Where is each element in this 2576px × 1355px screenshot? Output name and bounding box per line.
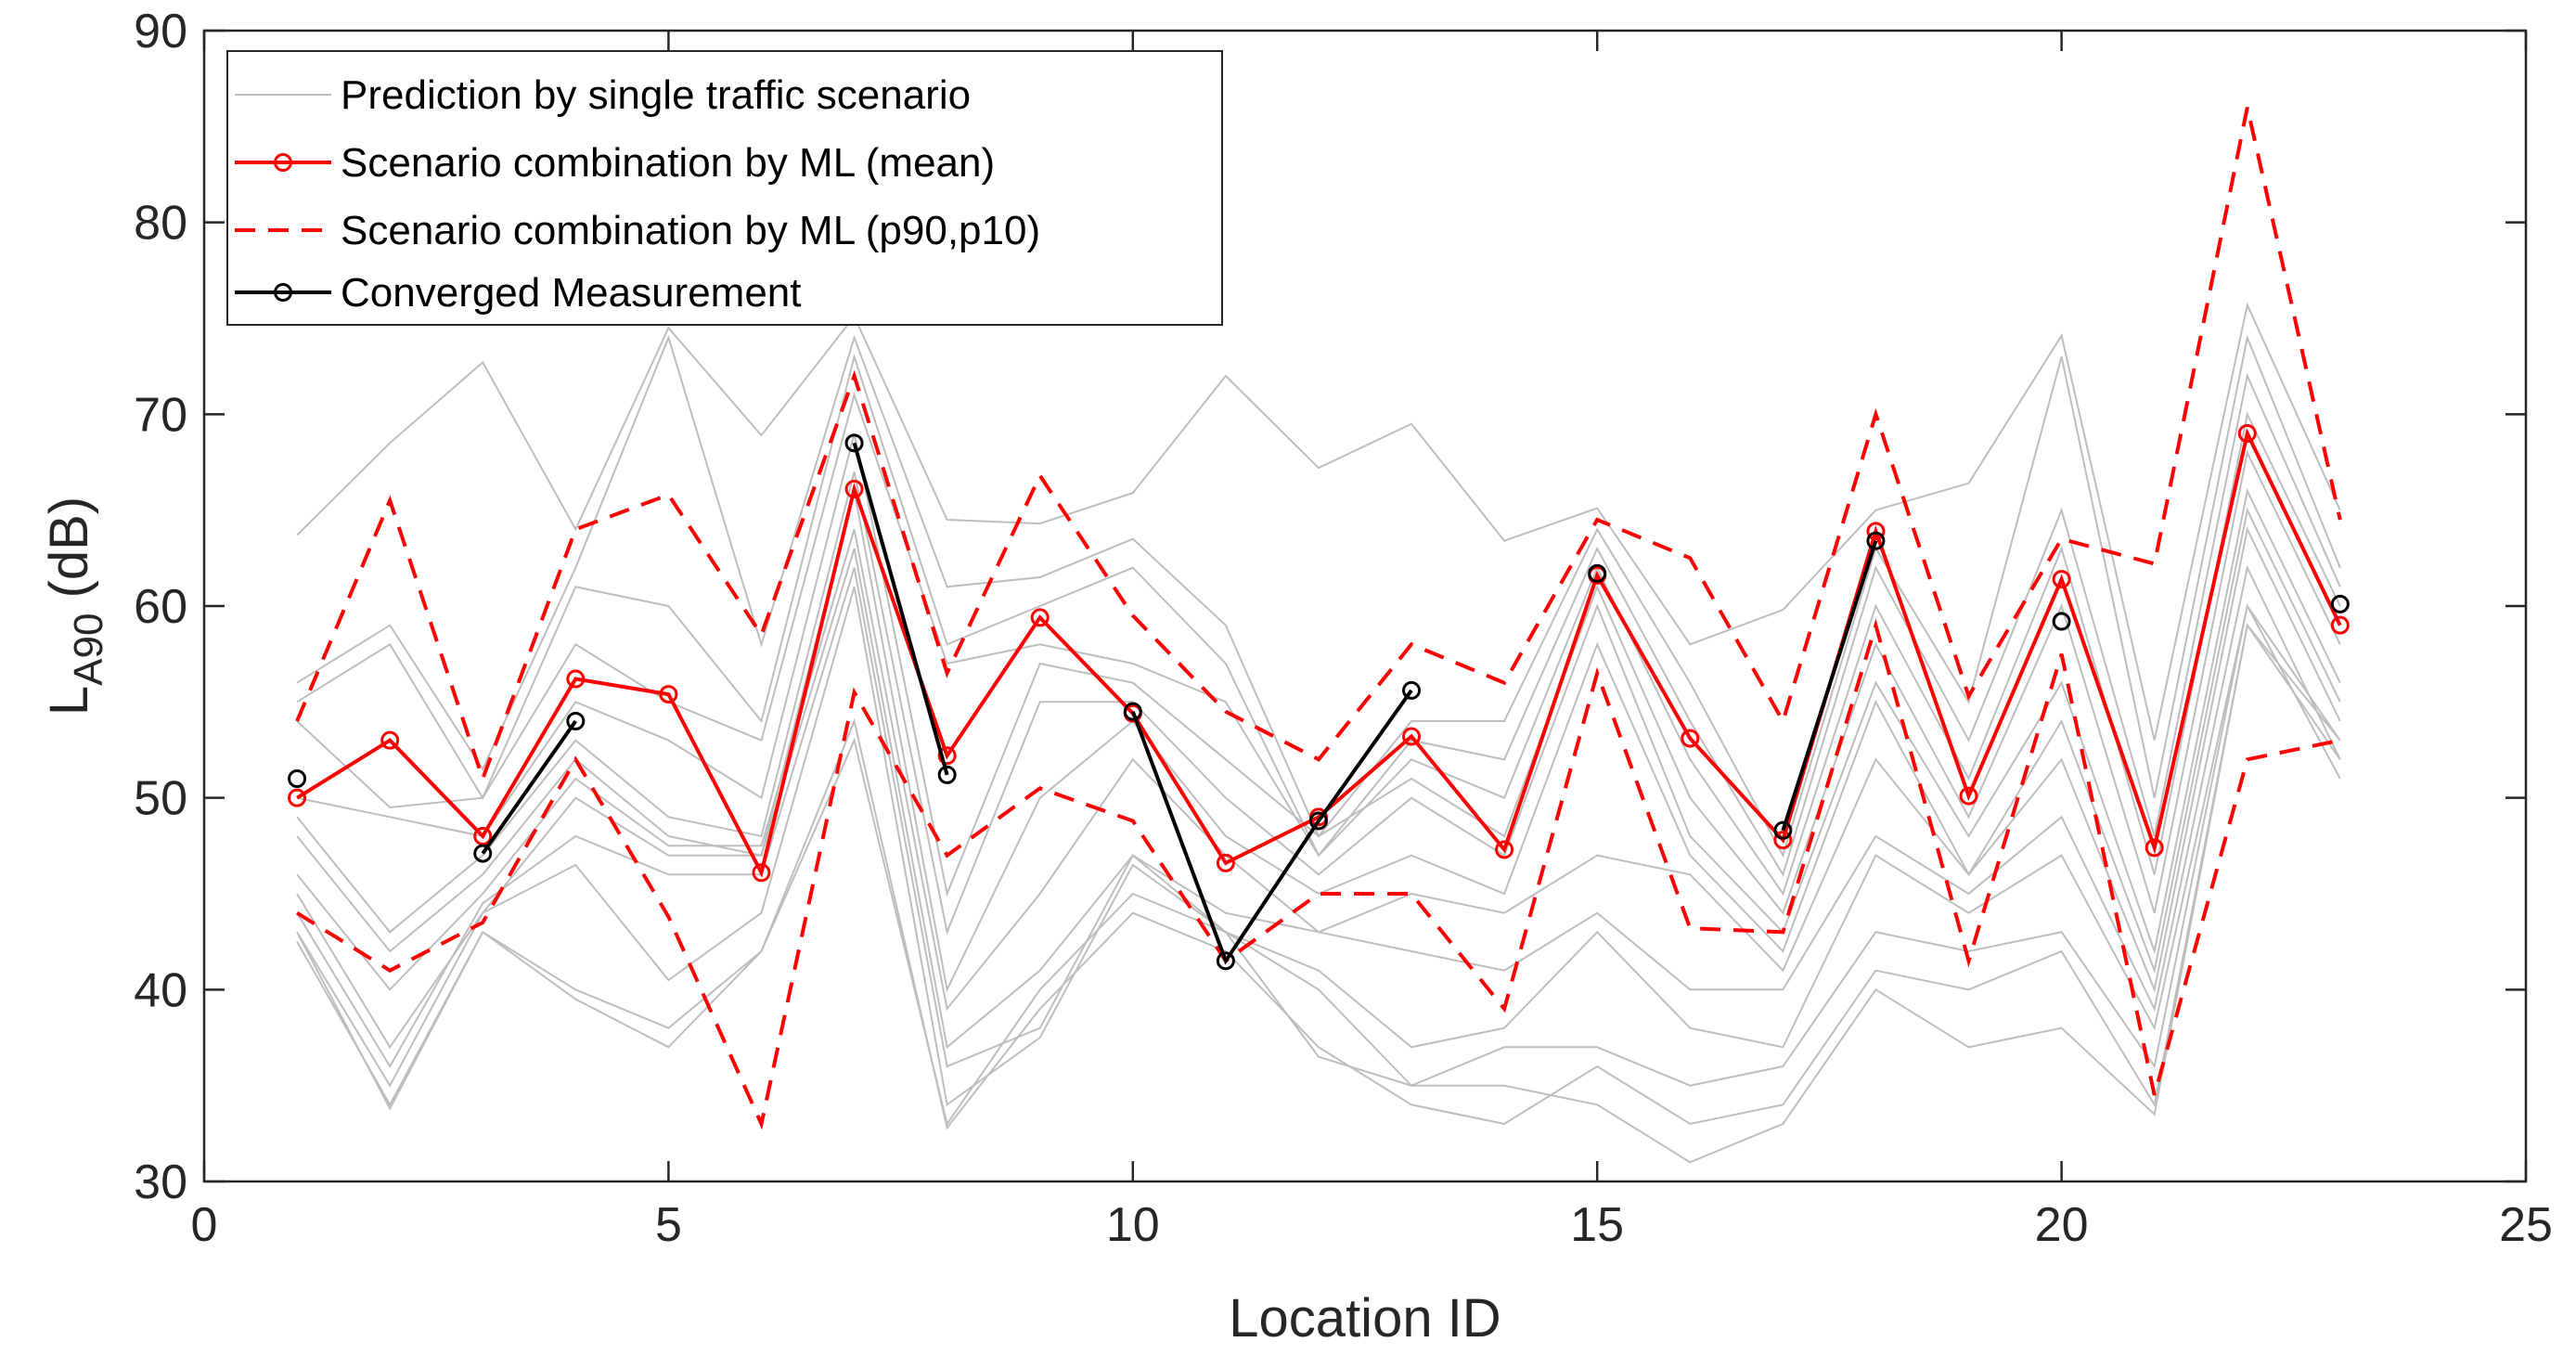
x-tick-label-25: 25 (2499, 1198, 2553, 1252)
prediction-line-6 (296, 471, 2341, 955)
measurement-point-11 (1216, 951, 1235, 971)
legend-marker-measurement (274, 283, 292, 302)
y-tick-label-30: 30 (134, 1155, 187, 1209)
ml-p90-line (295, 107, 2342, 785)
measurement-point-10 (1123, 702, 1142, 721)
measurement-point-4 (566, 712, 586, 730)
ml-mean-point-6 (752, 863, 771, 883)
ml-mean-point-20 (2052, 570, 2071, 589)
ml-mean-point-18 (1866, 522, 1886, 541)
ml-mean-point-5 (659, 685, 678, 704)
ml-mean-point-17 (1773, 831, 1793, 850)
prediction-line-7 (296, 490, 2341, 993)
measurement-segment-2 (481, 719, 577, 855)
ml-mean-point-2 (380, 730, 400, 750)
measurement-segment-3 (852, 442, 949, 776)
measurement-point-3 (473, 844, 493, 863)
prediction-line-12 (296, 623, 2341, 1130)
prediction-line-13 (296, 623, 2341, 1164)
y-axis-title-unit: (dB) (39, 497, 99, 613)
x-tick-label-10: 10 (1106, 1198, 1160, 1252)
ml-mean-point-23 (2330, 615, 2350, 635)
measurement-segment-4 (1130, 689, 1413, 965)
ml-mean-point-3 (473, 827, 493, 845)
measurement-point-1 (288, 769, 307, 788)
ml-mean-point-1 (288, 788, 307, 807)
measurement-point-13 (1402, 680, 1422, 700)
prediction-line-9 (296, 548, 2341, 1050)
ml-mean-point-21 (2145, 838, 2164, 858)
ml-mean-point-14 (1495, 840, 1514, 859)
ml-mean-point-7 (844, 479, 864, 498)
y-tick-label-60: 60 (134, 580, 187, 634)
legend: Prediction by single traffic scenario Sc… (226, 50, 1223, 326)
y-axis-title-main: L (39, 686, 99, 716)
x-tick-label-5: 5 (655, 1198, 682, 1252)
measurement-point-8 (937, 765, 957, 784)
measurement-segment-6 (1781, 540, 1878, 832)
y-tick-label-50: 50 (134, 772, 187, 826)
ml-mean-point-16 (1681, 729, 1700, 748)
ml-mean-point-13 (1402, 727, 1422, 746)
measurement-point-18 (1866, 531, 1886, 550)
legend-box (226, 50, 1223, 326)
y-tick-label-90: 90 (134, 5, 187, 58)
ml-mean-point-22 (2237, 424, 2257, 443)
prediction-line-5 (296, 432, 2341, 915)
y-tick-label-70: 70 (134, 388, 187, 442)
y-axis-ticks: 30 40 50 60 70 80 90 (134, 5, 2526, 1209)
measurement-point-23 (2330, 594, 2350, 613)
legend-label-ml-mean: Scenario combination by ML (mean) (341, 140, 995, 186)
x-tick-label-15: 15 (1570, 1198, 1624, 1252)
prediction-line-4 (296, 392, 2341, 897)
y-tick-label-40: 40 (134, 963, 187, 1017)
x-axis-title: Location ID (1229, 1288, 1501, 1349)
measurement-point-7 (844, 433, 864, 453)
ml-mean-point-9 (1030, 608, 1050, 627)
y-axis-title: LA90 (dB) (39, 497, 111, 716)
ml-mean-point-19 (1959, 786, 1978, 806)
legend-label-prediction: Prediction by single traffic scenario (341, 72, 971, 118)
legend-label-measurement: Converged Measurement (341, 270, 801, 316)
ml-mean-point-4 (566, 669, 586, 689)
y-axis-title-subscript: A90 (66, 613, 111, 686)
measurement-point-15 (1588, 563, 1607, 583)
measurement-lines (288, 433, 2350, 971)
measurement-point-20 (2052, 612, 2071, 631)
x-axis-ticks: 0 5 10 15 20 25 (191, 31, 2553, 1252)
x-tick-label-0: 0 (191, 1198, 218, 1252)
legend-label-ml-percentiles: Scenario combination by ML (p90,p10) (341, 208, 1040, 253)
ml-mean-line (296, 427, 2342, 878)
legend-marker-ml-mean (274, 153, 292, 172)
measurement-point-17 (1773, 820, 1793, 840)
ml-mean-point-11 (1216, 853, 1235, 872)
ml-lines (288, 107, 2350, 1130)
prediction-lines (296, 302, 2341, 1164)
x-tick-label-20: 20 (2035, 1198, 2089, 1252)
prediction-line-11 (296, 587, 2341, 1107)
measurement-point-12 (1308, 811, 1328, 831)
ml-mean-point-8 (937, 746, 957, 766)
y-tick-label-80: 80 (134, 197, 187, 251)
prediction-line-1 (296, 302, 2341, 741)
